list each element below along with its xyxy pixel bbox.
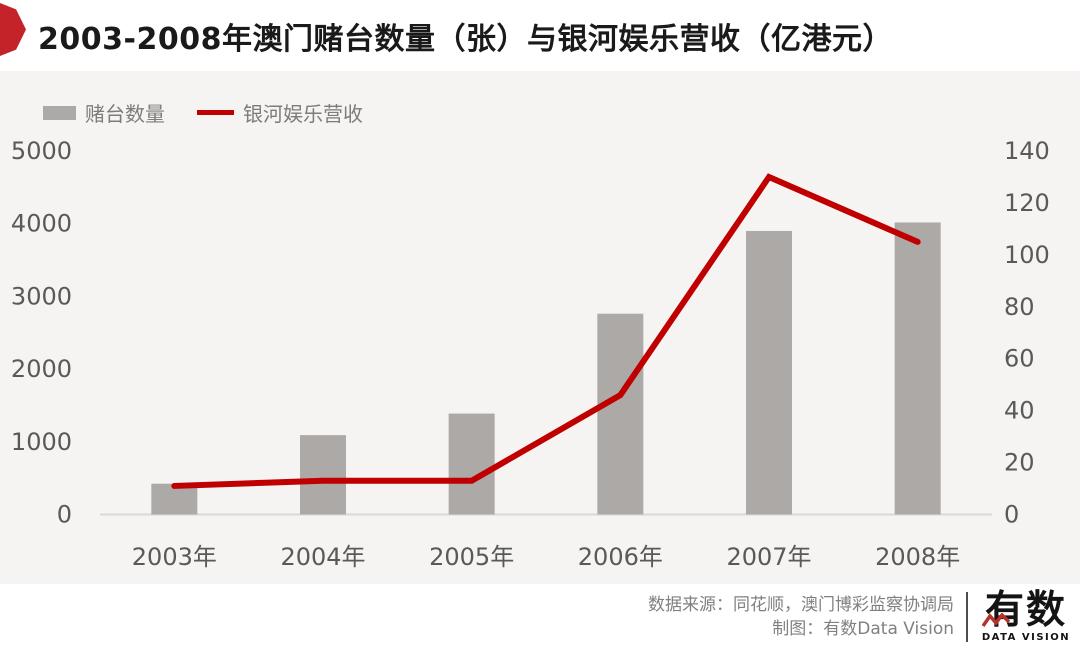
brand-logo: 有数 DATA VISION <box>978 588 1074 644</box>
source-credit-block: 数据来源：同花顺，澳门博彩监察协调局 制图：有数Data Vision <box>648 593 954 641</box>
legend-item-revenue: 银河娱乐营收 <box>197 98 363 127</box>
chart-background <box>0 71 1080 584</box>
data-source-line: 数据来源：同花顺，澳门博彩监察协调局 <box>648 594 954 615</box>
logo-subtext: DATA VISION <box>981 632 1071 643</box>
footer-divider <box>966 591 968 642</box>
title-ribbon-accent <box>0 3 26 56</box>
header: 2003-2008年澳门赌台数量（张）与银河娱乐营收（亿港元） <box>0 0 1080 71</box>
footer: 数据来源：同花顺，澳门博彩监察协调局 制图：有数Data Vision 有数 D… <box>0 584 1080 649</box>
chart-credit-line: 制图：有数Data Vision <box>772 618 954 639</box>
legend-item-tables: 赌台数量 <box>43 98 165 127</box>
logo-wordmark: 有数 <box>984 588 1067 633</box>
chart-legend: 赌台数量 银河娱乐营收 <box>43 98 363 127</box>
page-title: 2003-2008年澳门赌台数量（张）与银河娱乐营收（亿港元） <box>38 21 893 57</box>
legend-label-tables: 赌台数量 <box>85 102 165 126</box>
bar-swatch-icon <box>43 105 76 120</box>
line-swatch-icon <box>197 110 234 115</box>
logo-zigzag-icon <box>982 613 1010 628</box>
legend-label-revenue: 银河娱乐营收 <box>243 102 363 126</box>
